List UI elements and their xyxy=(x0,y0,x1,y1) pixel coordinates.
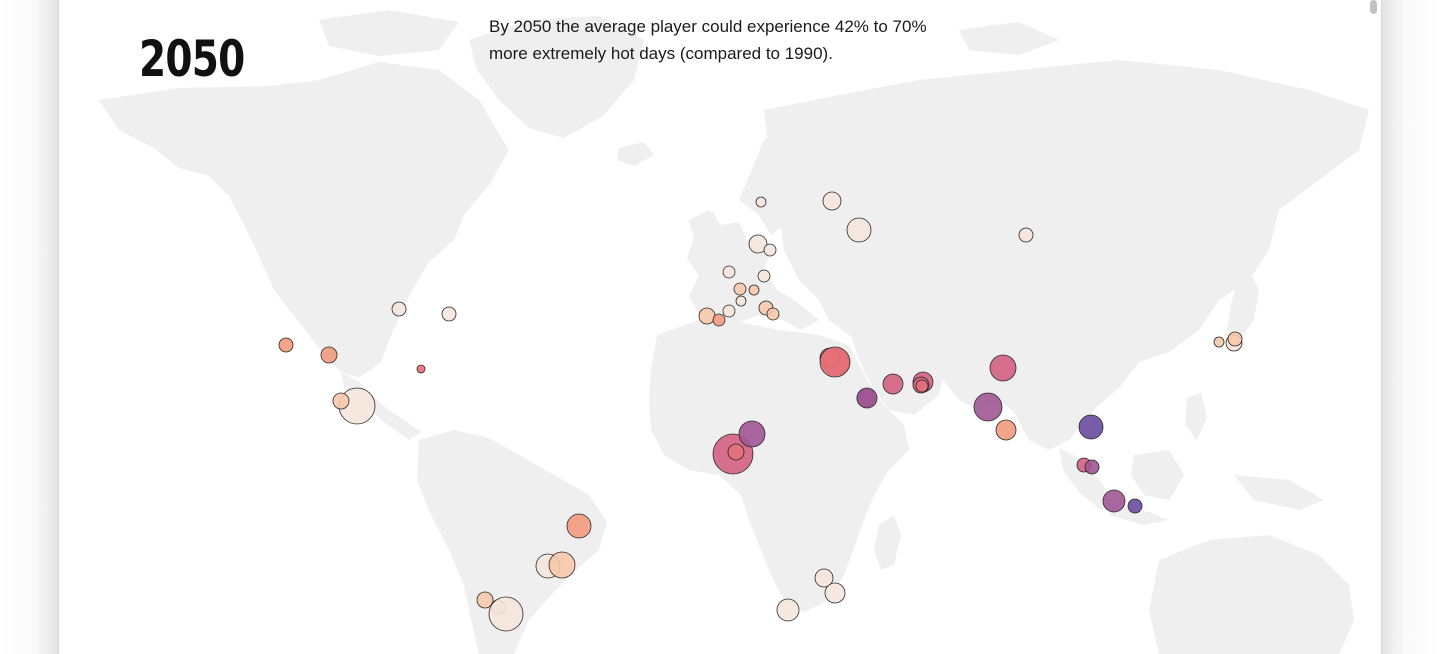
city-marker[interactable] xyxy=(1078,414,1104,440)
city-marker[interactable] xyxy=(722,265,736,279)
city-marker[interactable] xyxy=(735,295,747,307)
land-japan xyxy=(1227,270,1259,340)
land-arctic-islands xyxy=(319,10,459,56)
city-marker[interactable] xyxy=(846,217,872,243)
land-greenland xyxy=(469,16,644,138)
land-arabia xyxy=(849,330,944,415)
city-marker[interactable] xyxy=(727,443,745,461)
city-marker[interactable] xyxy=(995,419,1017,441)
year-label: 2050 xyxy=(139,30,245,88)
city-marker[interactable] xyxy=(822,191,842,211)
city-marker[interactable] xyxy=(1127,498,1143,514)
land-masses xyxy=(99,10,1369,654)
city-marker[interactable] xyxy=(738,420,766,448)
city-marker[interactable] xyxy=(856,387,878,409)
city-marker[interactable] xyxy=(488,596,524,632)
land-philippines xyxy=(1185,392,1207,440)
city-markers xyxy=(278,191,1243,632)
city-marker[interactable] xyxy=(476,591,494,609)
land-new-guinea xyxy=(1234,475,1324,510)
city-marker[interactable] xyxy=(748,284,760,296)
city-marker[interactable] xyxy=(733,282,747,296)
city-marker[interactable] xyxy=(722,304,736,318)
city-marker[interactable] xyxy=(776,598,800,622)
city-marker[interactable] xyxy=(973,392,1003,422)
city-marker[interactable] xyxy=(332,392,350,410)
city-marker[interactable] xyxy=(755,196,767,208)
map-caption: By 2050 the average player could experie… xyxy=(489,17,927,63)
land-australia xyxy=(1149,535,1354,654)
land-europe xyxy=(687,210,819,330)
city-marker[interactable] xyxy=(566,513,592,539)
city-marker[interactable] xyxy=(763,243,777,257)
scroll-thumb[interactable] xyxy=(1370,0,1377,14)
land-borneo xyxy=(1131,450,1184,500)
page-margin-left xyxy=(0,0,58,654)
land-uk xyxy=(695,212,721,255)
land-north-america xyxy=(99,62,509,378)
city-marker[interactable] xyxy=(416,364,426,374)
city-marker[interactable] xyxy=(757,269,771,283)
city-marker[interactable] xyxy=(819,346,851,378)
world-map xyxy=(99,10,1369,654)
page-margin-right xyxy=(1382,0,1440,654)
city-marker[interactable] xyxy=(320,346,338,364)
city-marker[interactable] xyxy=(1084,459,1100,475)
land-south-america xyxy=(417,430,607,654)
city-marker[interactable] xyxy=(1018,227,1034,243)
land-sumatra xyxy=(1059,448,1114,510)
city-marker[interactable] xyxy=(824,582,846,604)
city-marker[interactable] xyxy=(441,306,457,322)
city-marker[interactable] xyxy=(748,234,768,254)
city-marker[interactable] xyxy=(1227,331,1243,347)
land-madagascar xyxy=(874,515,901,570)
city-marker[interactable] xyxy=(882,373,904,395)
city-marker[interactable] xyxy=(548,551,576,579)
city-marker[interactable] xyxy=(814,568,834,588)
land-iceland xyxy=(617,142,654,166)
city-marker[interactable] xyxy=(1102,489,1126,513)
map-panel: 2050 By 2050 the average player could ex… xyxy=(58,0,1382,654)
city-marker[interactable] xyxy=(712,313,726,327)
city-marker[interactable] xyxy=(278,337,294,353)
city-marker[interactable] xyxy=(1213,336,1225,348)
scrollbar[interactable] xyxy=(1369,0,1377,654)
city-marker[interactable] xyxy=(766,307,780,321)
land-java xyxy=(1109,505,1169,525)
land-siberia-islands xyxy=(959,22,1059,55)
city-marker[interactable] xyxy=(698,307,716,325)
city-marker[interactable] xyxy=(915,379,929,393)
land-africa xyxy=(649,320,909,612)
city-marker[interactable] xyxy=(391,301,407,317)
city-marker[interactable] xyxy=(989,354,1017,382)
